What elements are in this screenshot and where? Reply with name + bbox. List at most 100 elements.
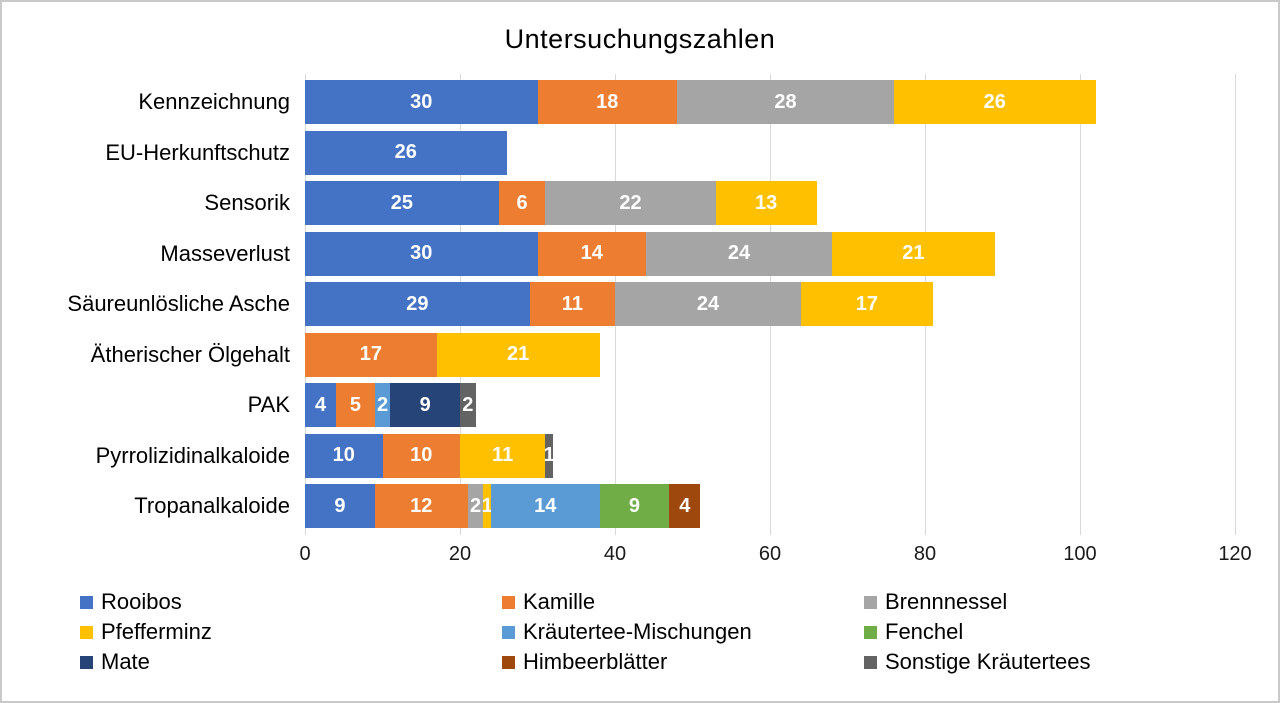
bar-segment: 2 — [460, 383, 476, 427]
category-label: Kennzeichnung — [138, 89, 290, 114]
bar-value-label: 10 — [410, 444, 433, 466]
bar-row: 29 11 24 17 — [305, 282, 933, 326]
x-tick-label: 20 — [448, 543, 472, 565]
bar-segment: 1 — [543, 433, 555, 478]
bar-segment: 14 — [537, 231, 646, 276]
bar-value-label: 9 — [628, 494, 640, 517]
legend-label: Fenchel — [885, 619, 964, 644]
bar-row: 9 12 2 1 14 9 4 — [305, 484, 701, 528]
bar-value-label: 2 — [469, 494, 482, 517]
bar-row: 26 — [305, 130, 507, 175]
plot-area: 30 18 28 26 26 25 6 22 13 30 14 24 21 29 11 24 17 17 21 4 5 2… — [305, 74, 1236, 535]
bar-segment: 9 — [390, 383, 460, 427]
x-tick-label: 120 — [1218, 543, 1252, 565]
x-tick-label: 60 — [758, 543, 782, 565]
legend-label: Mate — [101, 649, 150, 674]
bar-segment: 29 — [305, 282, 530, 326]
bar-value-label: 21 — [507, 343, 530, 365]
legend-label: Pfefferminz — [101, 619, 212, 644]
legend-swatch — [502, 655, 515, 669]
bar-value-label: 26 — [983, 90, 1006, 113]
bar-value-label: 13 — [755, 191, 778, 214]
bar-value-label: 17 — [855, 292, 878, 315]
x-tick-label: 80 — [913, 543, 937, 565]
legend-label: Brennnessel — [885, 589, 1008, 614]
gridline — [1080, 74, 1081, 535]
bar-value-label: 10 — [332, 444, 355, 466]
bar-value-label: 18 — [596, 90, 619, 113]
gridline — [1235, 74, 1236, 535]
bar-value-label: 17 — [359, 343, 382, 365]
category-label: Pyrrolizidinalkaloide — [95, 442, 290, 468]
bar-segment: 10 — [305, 433, 383, 478]
bar-segment: 24 — [646, 231, 832, 276]
bar-value-label: 12 — [410, 494, 433, 517]
legend-item: Pfefferminz — [80, 619, 212, 644]
bar-segment: 22 — [545, 181, 716, 225]
bar-value-label: 11 — [561, 292, 583, 315]
bar-value-label: 4 — [314, 393, 327, 416]
legend-item: Brennnessel — [864, 589, 1008, 614]
x-tick-label: 100 — [1063, 543, 1097, 565]
bar-value-label: 6 — [516, 191, 528, 214]
bar-value-label: 2 — [376, 393, 389, 416]
bar-segment: 30 — [305, 231, 538, 276]
x-tick-label: 0 — [299, 543, 311, 565]
bar-value-label: 22 — [619, 191, 642, 214]
bar-row: 30 18 28 26 — [305, 80, 1096, 124]
bar-value-label: 30 — [410, 90, 433, 113]
bar-value-label: 2 — [462, 393, 474, 416]
bar-value-label: 21 — [902, 242, 925, 264]
bar-segment: 26 — [305, 130, 507, 175]
legend-swatch — [502, 595, 515, 609]
category-label: Masseverlust — [160, 240, 290, 266]
bar-value-label: 1 — [481, 494, 493, 517]
bar-value-label: 24 — [727, 242, 751, 264]
bar-value-label: 4 — [679, 494, 691, 517]
bar-segment: 6 — [498, 181, 546, 225]
bar-segment: 14 — [491, 484, 600, 528]
bar-segment: 2 — [467, 484, 484, 528]
bar-segment: 30 — [305, 80, 538, 124]
bar-segment: 9 — [305, 484, 375, 528]
bar-segment: 1 — [481, 484, 493, 528]
legend-item: Fenchel — [864, 619, 964, 644]
bar-value-label: 28 — [774, 90, 797, 113]
category-label: EU-Herkunftschutz — [105, 139, 290, 165]
bar-segment: 9 — [599, 484, 670, 528]
legend-label: Rooibos — [101, 589, 182, 614]
bar-value-label: 9 — [419, 393, 431, 416]
bar-segment: 28 — [677, 80, 894, 124]
bar-segment: 4 — [669, 484, 701, 528]
legend-label: Himbeerblätter — [523, 649, 668, 674]
bar-segment: 21 — [832, 231, 995, 276]
legend-swatch — [502, 625, 515, 639]
legend-item: Kamille — [502, 589, 595, 614]
bar-value-label: 14 — [534, 494, 557, 517]
bar-value-label: 30 — [410, 242, 433, 264]
bar-segment: 25 — [305, 181, 499, 225]
chart-title: Untersuchungszahlen — [504, 24, 776, 54]
legend-item: Sonstige Kräutertees — [864, 649, 1090, 674]
bar-value-label: 14 — [580, 242, 603, 264]
bar-value-label: 1 — [543, 444, 555, 466]
bar-value-label: 9 — [334, 494, 346, 517]
bar-segment: 11 — [460, 433, 546, 478]
category-label: Tropanalkaloide — [134, 493, 290, 518]
bar-segment: 17 — [801, 282, 933, 326]
bar-value-label: 29 — [406, 292, 429, 315]
legend-item: Mate — [80, 649, 150, 674]
legend-swatch — [864, 595, 877, 609]
category-label: PAK — [247, 392, 290, 417]
legend-item: Himbeerblätter — [502, 649, 668, 674]
bar-segment: 24 — [615, 282, 801, 326]
legend-item: Kräutertee-Mischungen — [502, 619, 752, 644]
legend-label: Kräutertee-Mischungen — [523, 619, 752, 644]
category-label: Sensorik — [204, 190, 290, 215]
bar-segment: 2 — [374, 383, 391, 427]
bar-segment: 17 — [305, 332, 437, 377]
category-label: Ätherischer Ölgehalt — [90, 341, 290, 367]
x-tick-label: 40 — [603, 543, 627, 565]
